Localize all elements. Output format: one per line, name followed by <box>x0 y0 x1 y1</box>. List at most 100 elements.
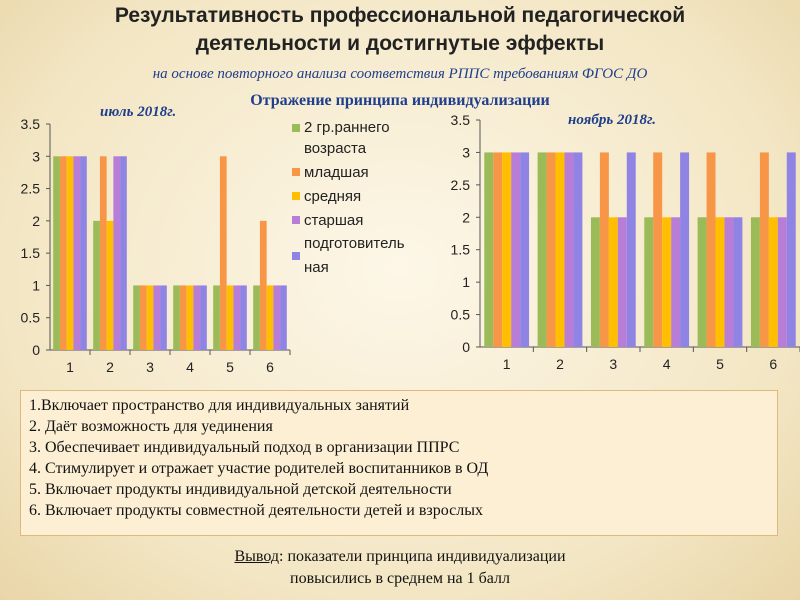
legend-swatch <box>292 124 300 132</box>
y-tick-label: 3 <box>462 144 470 160</box>
bar <box>153 285 161 350</box>
conclusion-label: Вывод <box>234 548 279 565</box>
legend-swatch <box>292 168 300 176</box>
chart-right-date-label: ноябрь 2018г. <box>568 112 657 128</box>
bar-chart-2: 0 0.5 1 1.5 2 2.5 3 3.5 1 2 3 4 5 6 <box>451 112 800 372</box>
x-tick-label: 4 <box>186 359 194 375</box>
y-tick-label: 1.5 <box>21 245 41 261</box>
bar <box>555 152 565 347</box>
bar <box>697 217 707 347</box>
legend-label: старшая <box>304 212 363 229</box>
bar <box>273 285 281 350</box>
bar <box>200 285 207 350</box>
y-tick-label: 0 <box>32 342 40 358</box>
bar <box>219 156 227 350</box>
x-tick-label: 1 <box>66 359 74 375</box>
bar <box>173 285 180 350</box>
criteria-item-5: 5. Включает продукты индивидуальной детс… <box>29 481 452 498</box>
bar <box>66 156 74 350</box>
x-tick-label: 5 <box>716 356 724 372</box>
chart-left-date-label: июль 2018г. <box>100 104 177 120</box>
y-tick-label: 0.5 <box>451 307 471 323</box>
bar <box>266 285 274 350</box>
section-title: Отражение принципа индивидуализации <box>250 92 550 109</box>
x-tick-label: 6 <box>769 356 777 372</box>
bar <box>564 152 574 347</box>
legend-swatch <box>292 216 300 224</box>
slide-subtitle-text: на основе повторного анализа соответстви… <box>152 66 648 82</box>
y-tick-label: 2 <box>462 209 470 225</box>
y-tick-label: 1 <box>462 274 470 290</box>
bar <box>484 152 494 347</box>
y-tick-label: 3.5 <box>21 116 41 132</box>
criteria-item-1: 1.Включает пространство для индивидуальн… <box>29 397 410 414</box>
criteria-item-6: 6. Включает продукты совместной деятельн… <box>29 502 483 519</box>
criteria-item-2: 2. Даёт возможность для уединения <box>29 418 273 435</box>
y-tick-label: 2 <box>32 213 40 229</box>
slide-title: Результативность профессиональной педаго… <box>20 2 780 58</box>
bar <box>520 152 530 347</box>
bar <box>240 285 247 350</box>
y-tick-label: 0 <box>462 339 470 355</box>
bar <box>590 217 600 347</box>
x-tick-label: 4 <box>663 356 671 372</box>
conclusion-line-2: повысились в среднем на 1 балл <box>290 570 510 587</box>
bar <box>113 156 121 350</box>
bar <box>193 285 201 350</box>
y-tick-label: 3.5 <box>451 112 471 128</box>
bar <box>759 152 769 347</box>
bar <box>73 156 81 350</box>
bar <box>120 156 127 350</box>
x-tick-label: 1 <box>503 356 511 372</box>
bar <box>179 285 187 350</box>
conclusion-line-1: : показатели принципа индивидуализации <box>279 548 566 565</box>
legend-label: возраста <box>304 140 367 157</box>
bar <box>546 152 556 347</box>
bar <box>573 152 583 347</box>
bar <box>93 220 100 350</box>
bar <box>59 156 67 350</box>
y-tick-label: 2.5 <box>21 181 41 197</box>
bar <box>259 220 267 350</box>
bar <box>213 285 220 350</box>
legend: 2 гр.раннего возраста младшая средняя старша… <box>292 119 405 276</box>
bar <box>777 217 787 347</box>
bar <box>146 285 154 350</box>
y-tick-label: 0.5 <box>21 310 41 326</box>
legend-swatch <box>292 192 300 200</box>
bar <box>750 217 760 347</box>
bar <box>724 217 734 347</box>
bar <box>511 152 521 347</box>
bar <box>99 156 107 350</box>
legend-label: средняя <box>304 188 361 205</box>
bar <box>608 217 618 347</box>
y-tick-label: 1 <box>32 277 40 293</box>
bar <box>537 152 547 347</box>
bar <box>160 285 167 350</box>
bar <box>106 220 114 350</box>
bar <box>617 217 627 347</box>
y-tick-label: 3 <box>32 148 40 164</box>
y-tick-label: 2.5 <box>451 177 471 193</box>
legend-label: подготовитель <box>304 235 405 252</box>
bar-chart-1: 0 0.5 1 1.5 2 2.5 3 3.5 1 2 3 4 5 6 <box>21 116 291 375</box>
bar <box>280 285 287 350</box>
bar <box>706 152 716 347</box>
bar <box>680 152 690 347</box>
bar <box>139 285 147 350</box>
x-tick-label: 5 <box>226 359 234 375</box>
y-tick-label: 1.5 <box>451 242 471 258</box>
x-tick-label: 6 <box>266 359 274 375</box>
bar <box>671 217 681 347</box>
legend-swatch <box>292 252 300 260</box>
bar <box>644 217 654 347</box>
bar <box>53 156 60 350</box>
bar <box>662 217 672 347</box>
bar <box>715 217 725 347</box>
legend-label: ная <box>304 259 329 276</box>
slide-subtitle: на основе повторного анализа соответстви… <box>40 66 760 83</box>
charts-canvas: 0 0.5 1 1.5 2 2.5 3 3.5 1 2 3 4 5 6 0 0.5 1 1.5 2 2.5 3 3.5 1 2… <box>21 112 800 375</box>
bar <box>786 152 796 347</box>
bar <box>653 152 663 347</box>
bar <box>186 285 194 350</box>
